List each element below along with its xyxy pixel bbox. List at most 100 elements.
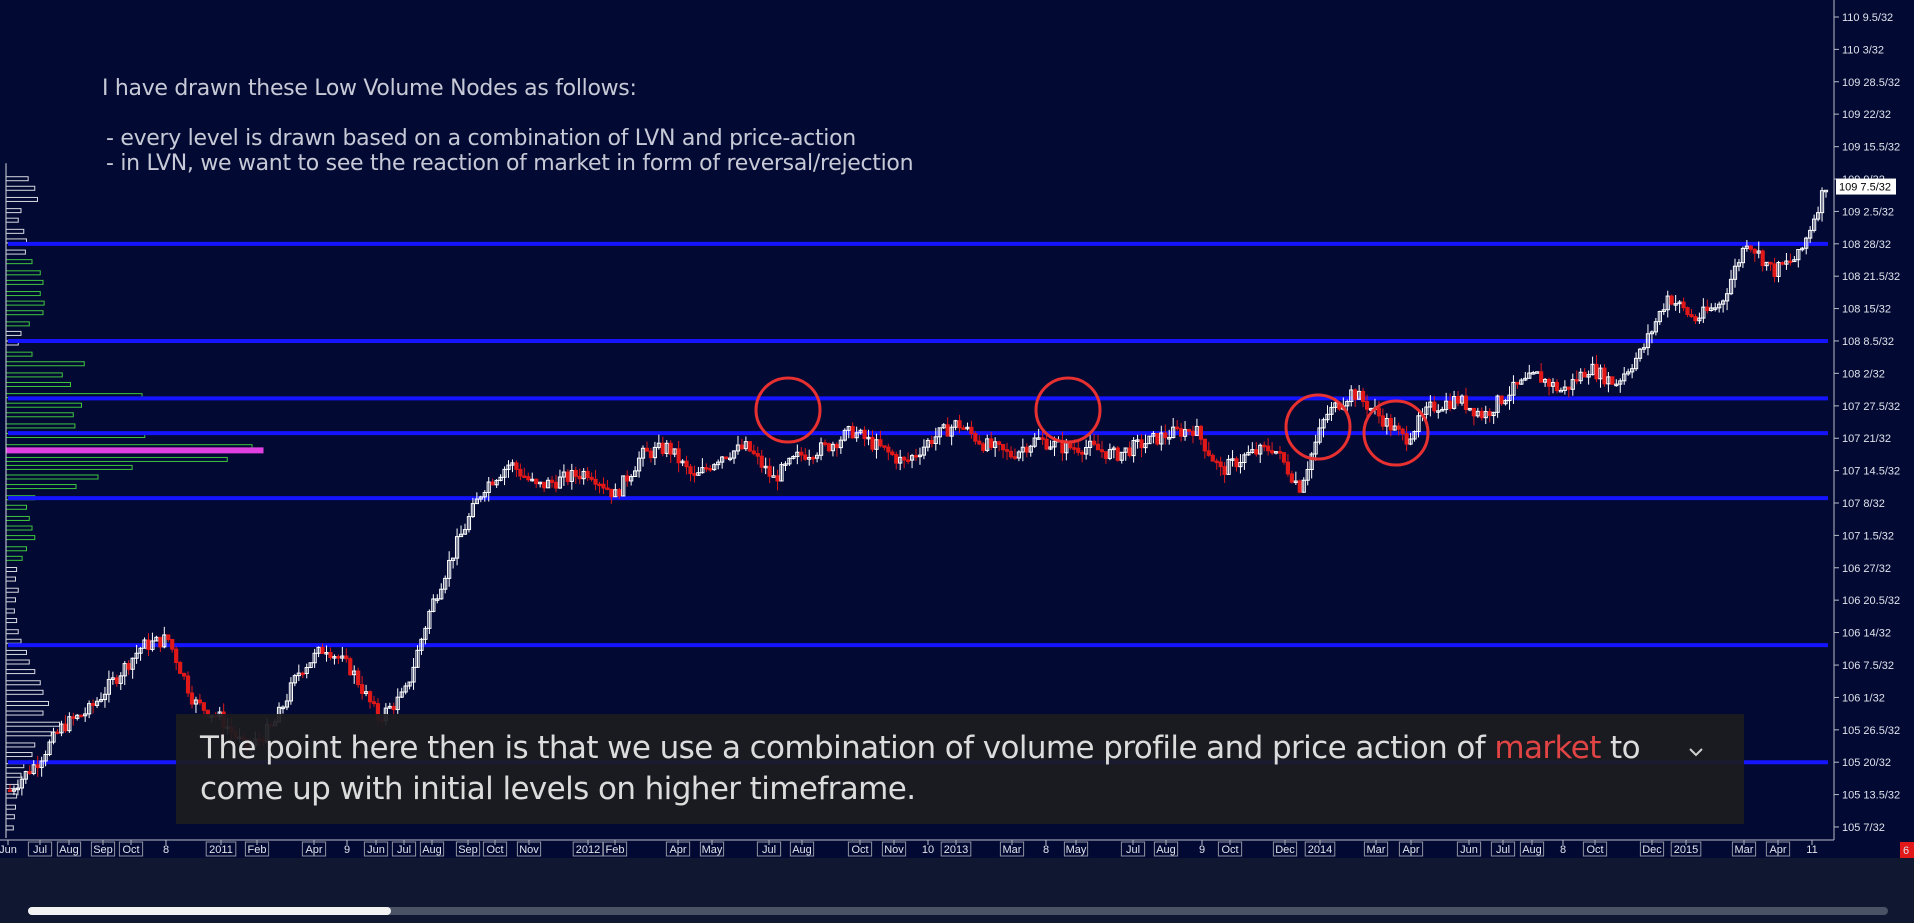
candle-up [296,672,301,677]
candle-up [763,465,768,469]
candle-down [1768,261,1773,265]
candle-down [799,451,804,456]
candle-down [549,479,555,483]
candle-up [672,448,677,455]
candle-down [1190,430,1196,436]
price-axis-label: 110 3/32 [1842,44,1884,56]
time-axis-label-box [419,841,445,857]
candle-down [367,691,373,703]
candle-down [1072,447,1077,450]
candle-up [1630,368,1635,373]
candle-up [1147,435,1152,445]
candle-up [1823,189,1829,193]
candle-down [1404,433,1409,445]
candle-down [1099,449,1105,453]
candle-up [917,454,923,458]
candle-up [1416,415,1421,433]
candle-up [1649,331,1655,335]
time-axis-label-box [1153,841,1179,857]
caption-text-end: to come up with initial levels on higher… [200,730,1641,807]
candle-up [1626,371,1631,375]
time-axis-label-box [1120,841,1146,857]
candle-up [985,438,990,451]
candle-up [720,456,725,463]
candle-down [1388,417,1393,431]
price-axis-label: 108 15/32 [1842,304,1891,316]
candle-down [1515,381,1520,385]
candle-down [1095,443,1101,451]
candle-up [363,691,369,695]
candle-up [854,432,859,439]
candle-up [1016,451,1021,459]
time-axis-label-box [482,841,508,857]
candle-up [1776,262,1781,277]
candle-up [288,682,294,702]
candle-down [957,420,962,429]
candle-down [894,454,899,464]
candle-up [771,475,776,478]
candle-up [427,610,432,629]
corner-badge-label: 6 [1903,845,1909,857]
candle-down [189,692,195,705]
candle-up [134,652,139,659]
candle-down [79,714,84,718]
time-axis-label-box [363,841,389,857]
candle-down [1788,260,1793,264]
time-axis-label-box [27,841,53,857]
candle-up [94,700,100,706]
candle-up [1598,367,1603,380]
notes-heading: I have drawn these Low Volume Nodes as f… [102,76,637,101]
candle-up [1305,469,1310,481]
time-axis-label-box [118,841,144,857]
chevron-down-icon[interactable] [1688,744,1704,760]
time-axis-label: 8 [1560,844,1566,856]
candle-up [1622,373,1627,382]
candle-up [1732,265,1738,280]
time-axis-label: Feb [606,844,625,856]
price-axis-label: 106 27/32 [1842,563,1891,575]
candle-up [1171,426,1176,439]
candle-down [945,424,950,437]
video-progress-bar[interactable] [28,907,1888,915]
candle-down [1155,432,1160,445]
reaction-circle [754,376,822,444]
candle-up [949,426,954,437]
candle-up [1740,247,1746,264]
candle-down [553,481,559,489]
candle-up [1503,400,1508,405]
candle-up [858,429,863,434]
candle-down [371,701,377,705]
candle-down [1432,401,1437,412]
candle-down [601,483,606,489]
time-axis-label-box [940,841,972,857]
candle-down [767,465,772,477]
candle-down [668,442,673,455]
candle-up [731,450,737,459]
candle-up [462,529,468,535]
candle-up [122,663,127,677]
candle-up [1384,417,1389,427]
corner-badge-box [1900,842,1914,858]
candle-down [1040,437,1045,440]
candle-up [447,559,452,579]
candle-up [415,649,420,668]
candle-up [110,677,115,680]
candle-down [961,427,966,430]
candle-down [609,488,614,498]
candle-down [1602,367,1607,385]
reaction-circle [1362,399,1430,467]
time-axis-label-box [455,841,481,857]
candle-up [1815,212,1821,220]
last-price-marker: 109 7.5/32 [1836,178,1896,195]
candle-down [1297,480,1302,493]
candle-up [47,741,52,756]
candle-up [1428,401,1433,408]
candle-up [1052,440,1057,448]
candle-up [332,656,337,659]
candle-down [1360,390,1366,403]
candle-up [1182,429,1188,437]
candle-up [1709,307,1714,311]
candle-up [795,451,800,457]
candle-down [185,675,191,694]
candle-down [751,450,756,455]
